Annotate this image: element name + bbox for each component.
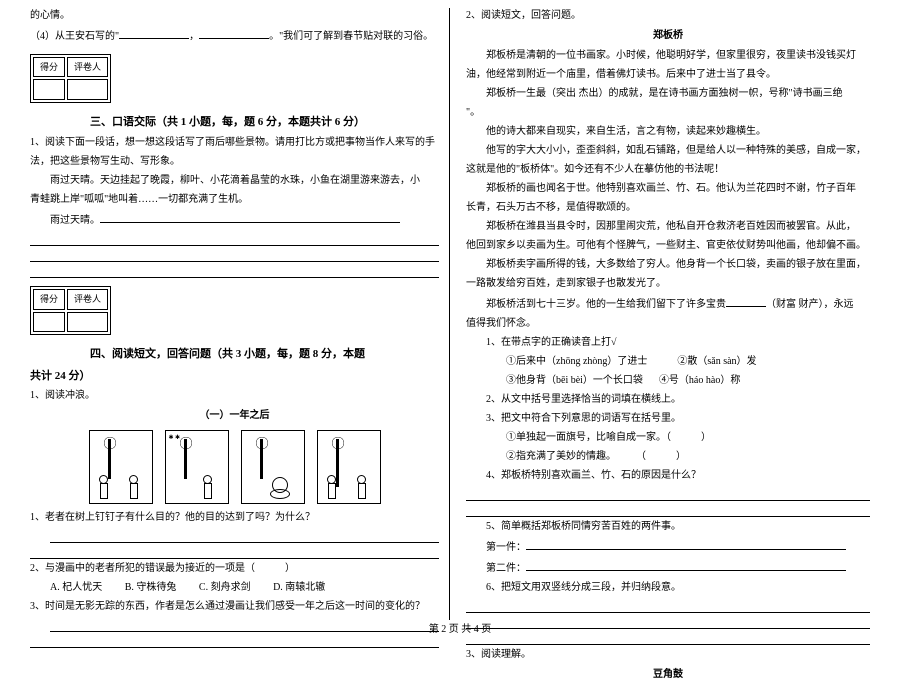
passage-text: 郑板桥是清朝的一位书画家。小时候，他聪明好学，但家里很穷，夜里读书没钱买灯 bbox=[466, 48, 870, 64]
reviewer-header: 评卷人 bbox=[67, 289, 108, 309]
question-number: 1、阅读冲浪。 bbox=[30, 388, 439, 404]
passage-text: 长青，石头万古不移，是值得歌颂的。 bbox=[466, 200, 870, 216]
blank-field[interactable] bbox=[199, 27, 269, 39]
section-4-title: 四、阅读短文，回答问题（共 3 小题，每，题 8 分，本题 bbox=[90, 346, 439, 364]
section-3-title: 三、口语交际（共 1 小题，每，题 6 分，本题共计 6 分） bbox=[90, 114, 439, 132]
answer-prompt: 雨过天晴。 bbox=[30, 211, 439, 229]
text-line: 的心情。 bbox=[30, 8, 439, 24]
answer-blank[interactable] bbox=[526, 559, 846, 571]
score-table: 得分评卷人 bbox=[30, 286, 111, 335]
blank-field[interactable] bbox=[119, 27, 189, 39]
question-1: 1、老者在树上钉钉子有什么目的？他的目的达到了吗？为什么？ bbox=[30, 510, 439, 526]
reviewer-cell[interactable] bbox=[67, 312, 108, 332]
sub-question-5: 5、简单概括郑板桥同情穷苦百姓的两件事。 bbox=[466, 519, 870, 535]
passage-title: 郑板桥 bbox=[466, 28, 870, 44]
score-cell[interactable] bbox=[33, 312, 65, 332]
comic-panel-4 bbox=[317, 430, 381, 504]
left-column: 的心情。 （4）从王安石写的"，。"我们可了解到春节贴对联的习俗。 得分评卷人 … bbox=[20, 8, 450, 620]
sub-question-6: 6、把短文用双竖线分成三段，并归纳段意。 bbox=[466, 580, 870, 596]
option-c[interactable]: C. 刻舟求剑 bbox=[199, 582, 251, 593]
right-column: 2、阅读短文，回答问题。 郑板桥 郑板桥是清朝的一位书画家。小时候，他聪明好学，… bbox=[450, 8, 880, 620]
question-2: 2、与漫画中的老者所犯的错误最为接近的一项是（ ） bbox=[30, 561, 439, 577]
answer-line[interactable] bbox=[30, 232, 439, 246]
answer-line[interactable] bbox=[466, 615, 870, 629]
answer-line[interactable] bbox=[50, 618, 439, 632]
comic-images: ✱ ✱ bbox=[30, 430, 439, 504]
pinyin-opt[interactable]: ③他身背（bēi bèi）一个长口袋 bbox=[506, 375, 643, 386]
pinyin-opt[interactable]: ④号（háo hào）称 bbox=[659, 375, 740, 386]
passage-text: 值得我们怀念。 bbox=[466, 316, 870, 332]
answer-line[interactable] bbox=[466, 487, 870, 501]
comic-panel-2: ✱ ✱ bbox=[165, 430, 229, 504]
sub-question-1: 1、在带点字的正确读音上打√ bbox=[466, 335, 870, 351]
question-3: 3、时间是无影无踪的东西，作者是怎么通过漫画让我们感受一年之后这一时间的变化的？ bbox=[30, 599, 439, 615]
passage-text: 一路散发给穷百姓，走到家银子也散发光了。 bbox=[466, 276, 870, 292]
comic-panel-1 bbox=[89, 430, 153, 504]
option-a[interactable]: A. 杞人忧天 bbox=[50, 582, 102, 593]
text-mid: ， bbox=[189, 31, 199, 42]
sub-option: ①单独起一面旗号，比喻自成一家。（ ） bbox=[466, 430, 870, 446]
reviewer-cell[interactable] bbox=[67, 79, 108, 99]
passage-title-2: 豆角鼓 bbox=[466, 667, 870, 683]
pinyin-options: ③他身背（bēi bèi）一个长口袋 ④号（háo hào）称 bbox=[466, 373, 870, 389]
passage-text: 他回到家乡以卖画为生。可他有个怪脾气，一些财主、官吏依仗财势叫他画，他却偏不画。 bbox=[466, 238, 870, 254]
sub-question-4: 4、郑板桥特别喜欢画兰、竹、石的原因是什么？ bbox=[466, 468, 870, 484]
comic-panel-3 bbox=[241, 430, 305, 504]
passage-text: 郑板桥卖字画所得的钱，大多数给了穷人。他身背一个长口袋，卖画的银子放在里面， bbox=[466, 257, 870, 273]
pinyin-options: ①后来中（zhōng zhòng）了进士 ②散（sǎn sàn）发 bbox=[466, 354, 870, 370]
answer-line[interactable] bbox=[466, 631, 870, 645]
event-1: 第一件： bbox=[466, 538, 870, 556]
sub-option: ②指充满了美妙的情趣。 （ ） bbox=[466, 449, 870, 465]
score-cell[interactable] bbox=[33, 79, 65, 99]
answer-line[interactable] bbox=[30, 248, 439, 262]
passage-text: 他写的字大大小小，歪歪斜斜，如乱石铺路，但是给人以一种特殊的美感，自成一家， bbox=[466, 143, 870, 159]
score-header: 得分 bbox=[33, 57, 65, 77]
blank-field[interactable] bbox=[726, 295, 766, 307]
answer-blank[interactable] bbox=[100, 211, 400, 223]
passage-text: "。 bbox=[466, 105, 870, 121]
passage-text: 郑板桥在潍县当县令时，因那里闹灾荒，他私自开仓救济老百姓因而被罢官。从此， bbox=[466, 219, 870, 235]
question-number: 2、阅读短文，回答问题。 bbox=[466, 8, 870, 24]
score-table: 得分评卷人 bbox=[30, 54, 111, 103]
label: 第二件： bbox=[486, 563, 526, 574]
section-4-title-cont: 共计 24 分） bbox=[30, 368, 439, 386]
answer-line[interactable] bbox=[466, 503, 870, 517]
passage-text: 雨过天晴。天边挂起了晚霞，柳叶、小花滴着晶莹的水珠，小鱼在湖里游来游去，小 bbox=[30, 173, 439, 189]
event-2: 第二件： bbox=[466, 559, 870, 577]
comic-title: （一）一年之后 bbox=[30, 408, 439, 424]
question-number-3: 3、阅读理解。 bbox=[466, 647, 870, 663]
answer-line[interactable] bbox=[30, 545, 439, 559]
prompt-text: 雨过天晴。 bbox=[50, 215, 100, 226]
question-text: 法，把这些景物写生动、写形象。 bbox=[30, 154, 439, 170]
pinyin-opt[interactable]: ②散（sǎn sàn）发 bbox=[677, 356, 756, 367]
label: 第一件： bbox=[486, 542, 526, 553]
passage-text: 郑板桥一生最（突出 杰出）的成就，是在诗书画方面独树一帜，号称"诗书画三绝 bbox=[466, 86, 870, 102]
text-pre: （4）从王安石写的" bbox=[30, 31, 119, 42]
answer-line[interactable] bbox=[466, 599, 870, 613]
passage-text: 他的诗大都来自现实，来自生活，言之有物，读起来妙趣横生。 bbox=[466, 124, 870, 140]
reviewer-header: 评卷人 bbox=[67, 57, 108, 77]
answer-line[interactable] bbox=[50, 529, 439, 543]
score-header: 得分 bbox=[33, 289, 65, 309]
fill-blank-line: （4）从王安石写的" ， 。"我们可了解到春节贴对联的习俗。 bbox=[30, 27, 439, 45]
answer-line[interactable] bbox=[30, 264, 439, 278]
passage-text: 郑板桥活到七十三岁。他的一生给我们留下了许多宝贵 （财富 财产），永远 bbox=[466, 295, 870, 313]
passage-text: 油，他经常到附近一个庙里，借着佛灯读书。后来中了进士当了县令。 bbox=[466, 67, 870, 83]
answer-blank[interactable] bbox=[526, 538, 846, 550]
option-b[interactable]: B. 守株待兔 bbox=[125, 582, 177, 593]
question-text: 1、阅读下面一段话，想一想这段话写了雨后哪些景物。请用打比方或把事物当作人来写的… bbox=[30, 135, 439, 151]
passage-text: 郑板桥的画也闻名于世。他特别喜欢画兰、竹、石。他认为兰花四时不谢，竹子百年 bbox=[466, 181, 870, 197]
page-container: 的心情。 （4）从王安石写的"，。"我们可了解到春节贴对联的习俗。 得分评卷人 … bbox=[0, 0, 920, 620]
text-part: 郑板桥活到七十三岁。他的一生给我们留下了许多宝贵 bbox=[486, 299, 726, 310]
options-row: A. 杞人忧天 B. 守株待兔 C. 刻舟求剑 D. 南辕北辙 bbox=[30, 580, 439, 596]
pinyin-opt[interactable]: ①后来中（zhōng zhòng）了进士 bbox=[506, 356, 647, 367]
sub-question-2: 2、从文中括号里选择恰当的词填在横线上。 bbox=[466, 392, 870, 408]
text-post: 。"我们可了解到春节贴对联的习俗。 bbox=[269, 31, 433, 42]
text-part: （财富 财产），永远 bbox=[766, 299, 854, 310]
answer-line[interactable] bbox=[30, 634, 439, 648]
sub-question-3: 3、把文中符合下列意思的词语写在括号里。 bbox=[466, 411, 870, 427]
passage-text: 这就是他的"板桥体"。如今还有不少人在摹仿他的书法呢！ bbox=[466, 162, 870, 178]
option-d[interactable]: D. 南辕北辙 bbox=[273, 582, 325, 593]
passage-text: 青蛙跳上岸"呱呱"地叫着……一切都充满了生机。 bbox=[30, 192, 439, 208]
